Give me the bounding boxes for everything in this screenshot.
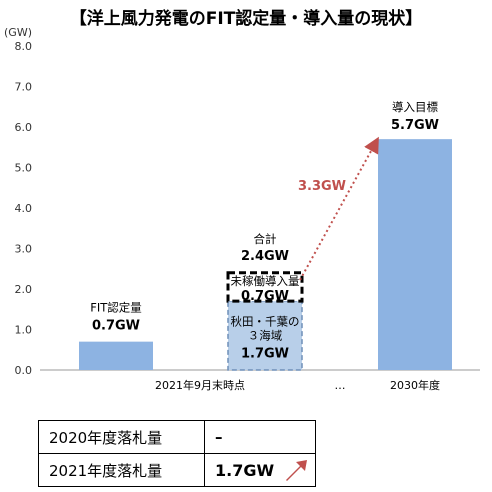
bar-segment-not-operating xyxy=(226,271,304,303)
y-tick-label: 3.0 xyxy=(15,243,33,256)
y-tick-label: 0.0 xyxy=(15,364,33,377)
total-value-label: 2.4GW xyxy=(241,249,289,264)
bar-name-label: 導入目標 xyxy=(392,100,438,114)
table-row: 2021年度落札量 1.7GW xyxy=(38,453,316,487)
table-value-text: 1.7GW xyxy=(215,460,275,480)
x-tick-label: … xyxy=(335,379,346,392)
table-cell-value: 1.7GW xyxy=(204,453,316,487)
bar-2030-target xyxy=(378,139,452,370)
segment-name-label: 秋田・千葉の xyxy=(231,315,300,329)
segment-name-label: 未稼働導入量 xyxy=(231,274,300,288)
y-tick-label: 5.0 xyxy=(15,162,33,175)
y-tick-label: 8.0 xyxy=(15,40,33,53)
y-tick-label: 1.0 xyxy=(15,324,33,337)
chart-title: 【洋上風力発電のFIT認定量・導入量の現状】 xyxy=(70,8,423,29)
bar-value-label: 5.7GW xyxy=(391,118,439,133)
table-cell-value: – xyxy=(204,420,316,454)
y-axis-unit: (GW) xyxy=(4,26,32,39)
increase-arrow xyxy=(299,136,379,281)
total-name-label: 合計 xyxy=(254,232,277,246)
x-tick-label: 2021年9月末時点 xyxy=(155,378,245,392)
up-arrow-icon xyxy=(286,460,307,481)
bar-value-label: 0.7GW xyxy=(92,319,140,334)
table-row: 2020年度落札量 – xyxy=(38,420,316,454)
table-cell-label: 2021年度落札量 xyxy=(38,453,205,487)
table-cell-label: 2020年度落札量 xyxy=(38,420,205,454)
segment-name-label: ３海域 xyxy=(248,329,283,343)
y-tick-label: 4.0 xyxy=(15,202,33,215)
bar-fit-certified xyxy=(79,341,153,370)
segment-value-label: 0.7GW xyxy=(241,289,289,304)
bar-segment-three-sea-areas xyxy=(227,300,303,371)
y-tick-label: 7.0 xyxy=(15,81,33,94)
bar-name-label: FIT認定量 xyxy=(90,301,142,315)
segment-value-label: 1.7GW xyxy=(241,347,289,362)
chart: 【洋上風力発電のFIT認定量・導入量の現状】 (GW) 0.0 1.0 2.0 3.0… xyxy=(4,8,480,392)
y-tick-label: 2.0 xyxy=(15,283,33,296)
y-tick-label: 6.0 xyxy=(15,121,33,134)
x-tick-label: 2030年度 xyxy=(390,378,440,392)
bid-volume-table: 2020年度落札量 – 2021年度落札量 1.7GW xyxy=(38,420,316,487)
increase-annotation: 3.3GW xyxy=(298,179,346,194)
